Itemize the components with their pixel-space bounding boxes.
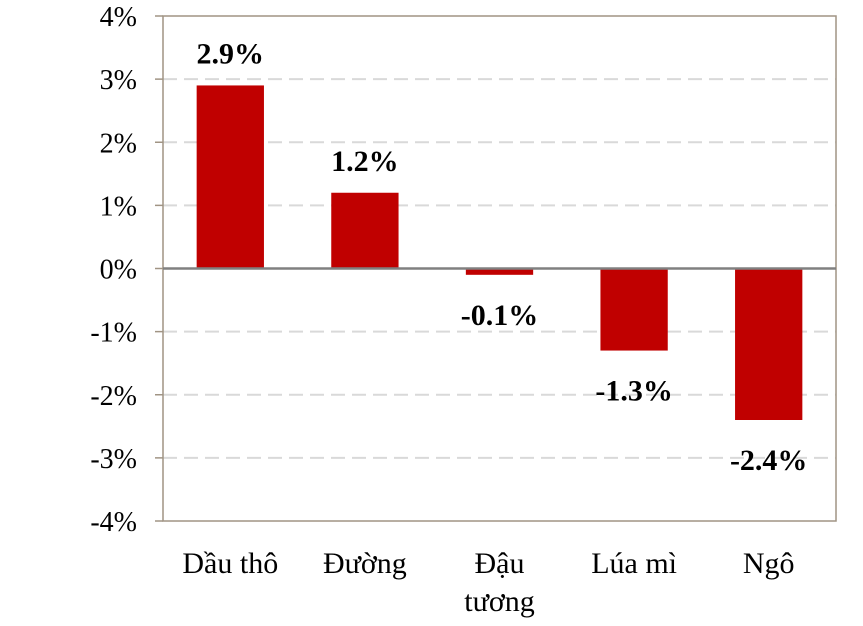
x-axis-labels: Dầu thô Đường Đậu tương Lúa mì Ngô — [182, 547, 794, 618]
data-label: -2.4% — [730, 444, 808, 477]
x-category-label: Ngô — [743, 547, 795, 580]
y-tick-label: 2% — [100, 128, 137, 159]
bar — [331, 192, 399, 269]
bar — [600, 268, 668, 351]
bar — [735, 268, 803, 420]
data-labels: 2.9% 1.2% -0.1% -1.3% -2.4% — [197, 37, 808, 477]
x-category-label: Lúa mì — [591, 547, 677, 580]
bar — [196, 85, 264, 269]
gridlines — [163, 78, 836, 459]
bar — [465, 268, 534, 275]
y-tick-label: 0% — [100, 255, 137, 286]
y-tick-label: 3% — [100, 65, 137, 96]
x-category-label: tương — [464, 585, 534, 618]
data-label: 1.2% — [331, 145, 399, 178]
data-label: -0.1% — [461, 299, 539, 332]
y-tick-label: 4% — [100, 2, 137, 33]
x-category-label: Dầu thô — [182, 547, 278, 580]
x-category-label: Đường — [323, 547, 407, 580]
y-tick-label: -2% — [90, 381, 137, 412]
x-category-label: Đậu — [475, 547, 525, 580]
y-tick-label: -3% — [90, 444, 137, 475]
data-label: -1.3% — [595, 375, 673, 408]
y-tick-label: 1% — [100, 191, 137, 222]
y-tick-label: -4% — [90, 507, 137, 538]
data-label: 2.9% — [197, 37, 265, 70]
y-tick-label: -1% — [90, 318, 137, 349]
bars — [196, 85, 803, 420]
y-axis-ticks: 4% 3% 2% 1% 0% -1% -2% -3% -4% — [90, 2, 163, 538]
